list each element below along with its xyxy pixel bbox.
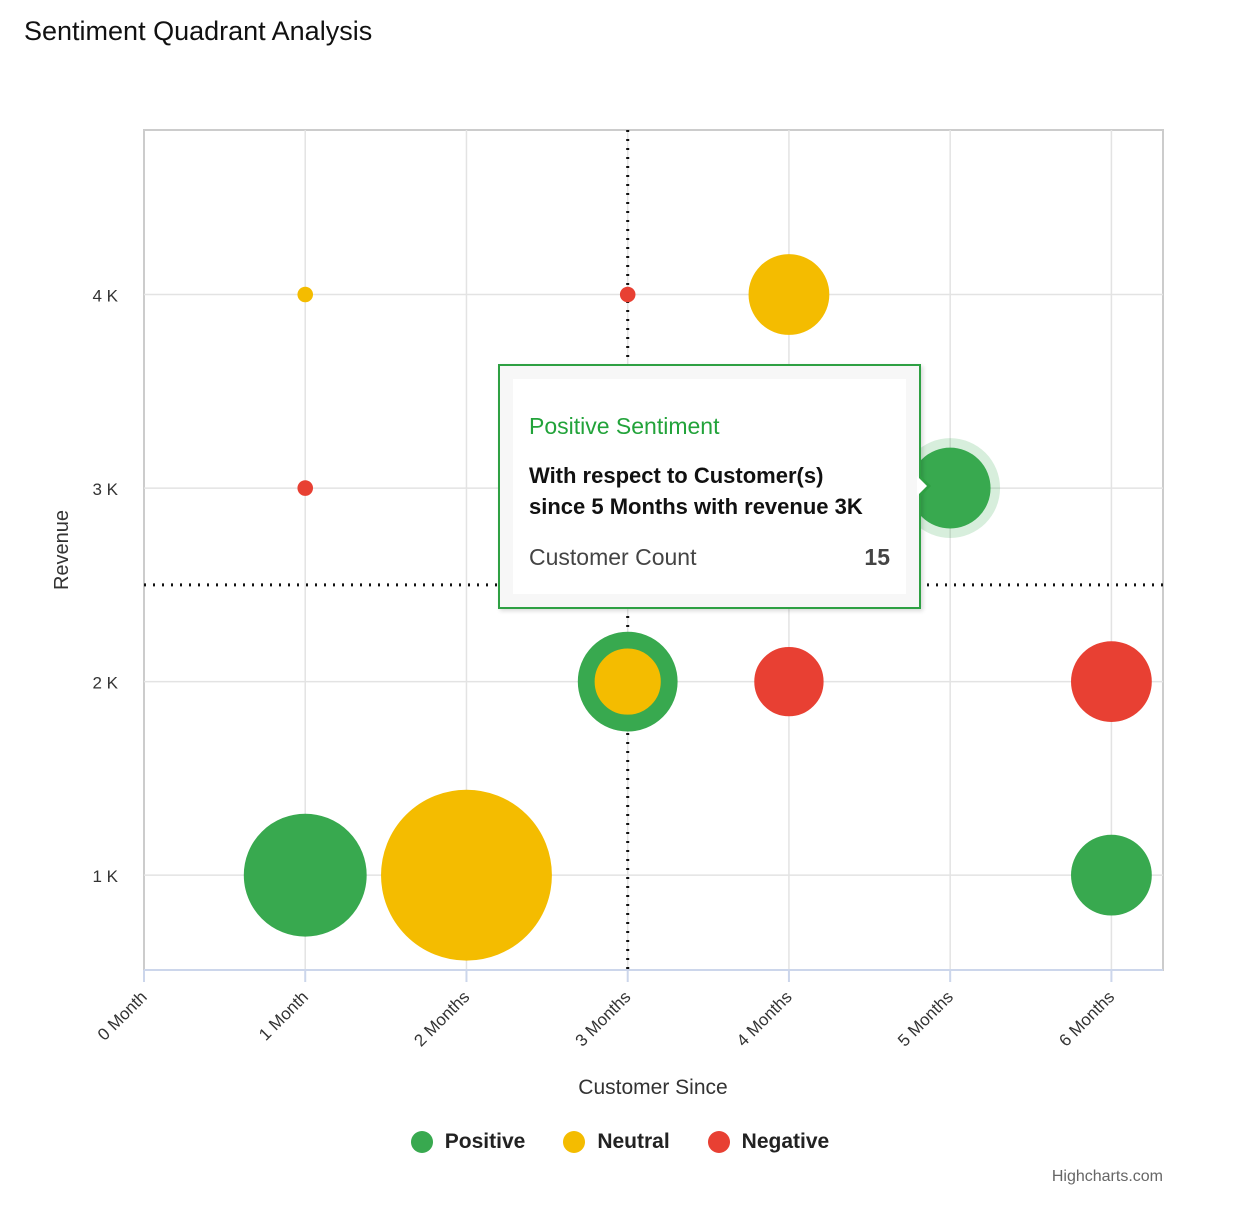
bubble-positive[interactable] — [1071, 834, 1152, 916]
legend-label: Negative — [741, 1130, 830, 1153]
y-tick-label: 1 K — [92, 867, 118, 886]
y-tick-label: 2 K — [92, 674, 118, 693]
legend-marker-icon — [410, 1131, 433, 1153]
bubble-neutral[interactable] — [748, 254, 830, 335]
x-tick-label: 0 Month — [94, 987, 151, 1044]
bubble-neutral[interactable] — [594, 648, 661, 715]
legend-marker-icon — [707, 1131, 730, 1153]
x-tick-label: 1 Month — [255, 987, 312, 1044]
legend-item-neutral[interactable]: Neutral — [563, 1130, 670, 1154]
legend-item-positive[interactable]: Positive — [410, 1130, 526, 1154]
x-tick-label: 5 Months — [894, 987, 957, 1050]
bubble-neutral[interactable] — [381, 789, 552, 961]
tooltip: Positive Sentiment With respect to Custo… — [498, 364, 931, 609]
tooltip-label: Customer Count — [529, 544, 697, 570]
legend-item-negative[interactable]: Negative — [707, 1130, 830, 1154]
y-axis-title: Revenue — [51, 510, 73, 590]
legend-label: Positive — [444, 1130, 526, 1153]
x-tick-label: 6 Months — [1055, 987, 1118, 1050]
chart-title: Sentiment Quadrant Analysis — [24, 16, 373, 46]
legend-marker-icon — [563, 1131, 586, 1153]
bubble-positive[interactable] — [243, 813, 367, 937]
tooltip-value: 15 — [864, 544, 890, 570]
bubble-negative[interactable] — [1071, 641, 1152, 723]
bubble-negative[interactable] — [754, 646, 824, 717]
tooltip-arrow — [917, 474, 931, 498]
legend: Positive Neutral Negative — [0, 1130, 1240, 1154]
bubble-negative[interactable] — [297, 480, 314, 496]
tooltip-header: Positive Sentiment — [529, 413, 720, 439]
tooltip-body-line2: since 5 Months with revenue 3K — [529, 494, 863, 519]
y-tick-label: 3 K — [92, 480, 118, 499]
credits-link[interactable]: Highcharts.com — [1051, 1168, 1163, 1185]
x-tick-label: 4 Months — [733, 987, 796, 1050]
tooltip-row: Customer Count 15 — [529, 544, 890, 571]
tooltip-body-line1: With respect to Customer(s) — [529, 463, 824, 488]
bubble-negative[interactable] — [619, 286, 636, 303]
legend-label: Neutral — [597, 1130, 670, 1153]
x-axis-title: Customer Since — [578, 1076, 727, 1099]
x-tick-label: 3 Months — [572, 987, 635, 1050]
tooltip-body: With respect to Customer(s) since 5 Mont… — [529, 460, 890, 522]
y-tick-label: 4 K — [92, 287, 118, 306]
bubble-neutral[interactable] — [297, 286, 314, 303]
x-tick-label: 2 Months — [410, 987, 473, 1050]
